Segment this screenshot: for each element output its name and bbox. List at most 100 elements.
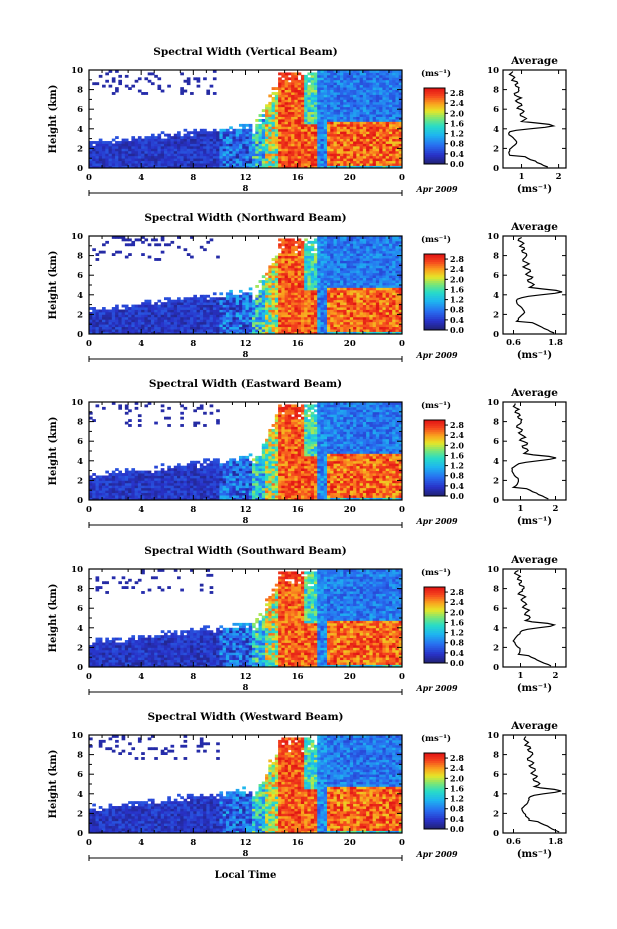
- heatmap-cell: [109, 158, 113, 161]
- heatmap-cell: [144, 156, 148, 159]
- heatmap-cell: [291, 285, 295, 288]
- heatmap-cell: [131, 148, 135, 151]
- heatmap-cell: [304, 268, 308, 271]
- heatmap-cell: [314, 109, 318, 112]
- heatmap-cell: [373, 119, 377, 122]
- heatmap-cell: [206, 329, 210, 332]
- heatmap-cell: [373, 92, 377, 95]
- heatmap-cell: [141, 241, 145, 244]
- heatmap-cell: [311, 158, 315, 161]
- heatmap-cell: [262, 153, 266, 156]
- heatmap-cell: [376, 141, 380, 144]
- heatmap-cell: [151, 134, 155, 137]
- heatmap-cell: [219, 324, 223, 327]
- heatmap-cell: [128, 317, 132, 320]
- heatmap-cell: [281, 80, 285, 83]
- heatmap-cell: [392, 312, 396, 315]
- heatmap-cell: [135, 238, 139, 241]
- heatmap-cell: [99, 146, 103, 149]
- heatmap-cell: [386, 273, 390, 276]
- heatmap-cell: [301, 129, 305, 132]
- heatmap-cell: [118, 151, 122, 154]
- heatmap-cell: [334, 85, 338, 88]
- heatmap-cell: [294, 77, 298, 80]
- heatmap-cell: [151, 310, 155, 313]
- heatmap-cell: [278, 144, 282, 147]
- heatmap-cell: [291, 243, 295, 246]
- heatmap-cell: [337, 322, 341, 325]
- heatmap-cell: [340, 161, 344, 164]
- heatmap-cell: [392, 109, 396, 112]
- heatmap-cell: [376, 146, 380, 149]
- heatmap-cell: [360, 102, 364, 105]
- heatmap-cell: [363, 287, 367, 290]
- heatmap-cell: [180, 144, 184, 147]
- heatmap-cell: [109, 141, 113, 144]
- heatmap-cell: [177, 139, 181, 142]
- heatmap-cell: [294, 107, 298, 110]
- heatmap-cell: [340, 290, 344, 293]
- heatmap-cell: [268, 158, 272, 161]
- heatmap-cell: [363, 92, 367, 95]
- heatmap-cell: [337, 139, 341, 142]
- heatmap-cell: [184, 134, 188, 137]
- heatmap-cell: [216, 312, 220, 315]
- heatmap-cell: [272, 285, 276, 288]
- heatmap-cell: [141, 144, 145, 147]
- heatmap-cell: [320, 109, 324, 112]
- heatmap-cell: [379, 278, 383, 281]
- heatmap-cell: [320, 104, 324, 107]
- heatmap-cell: [187, 136, 191, 139]
- heatmap-cell: [392, 314, 396, 317]
- heatmap-cell: [392, 161, 396, 164]
- heatmap-cell: [317, 121, 321, 124]
- heatmap-cell: [327, 117, 331, 120]
- heatmap-cell: [184, 139, 188, 142]
- heatmap-cell: [353, 107, 357, 110]
- heatmap-cell: [154, 302, 158, 305]
- heatmap-cell: [112, 144, 116, 147]
- heatmap-cell: [213, 302, 217, 305]
- heatmap-cell: [249, 302, 253, 305]
- heatmap-cell: [239, 124, 243, 127]
- heatmap-cell: [311, 295, 315, 298]
- heatmap-cell: [330, 148, 334, 151]
- heatmap-cell: [291, 305, 295, 308]
- heatmap-cell: [317, 107, 321, 110]
- heatmap-cell: [334, 126, 338, 129]
- heatmap-cell: [281, 151, 285, 154]
- heatmap-cell: [366, 307, 370, 310]
- heatmap-cell: [395, 285, 399, 288]
- heatmap-cell: [239, 153, 243, 156]
- heatmap-cell: [148, 139, 152, 142]
- heatmap-cell: [216, 139, 220, 142]
- heatmap-cell: [291, 256, 295, 259]
- heatmap-cell: [167, 305, 171, 308]
- heatmap-cell: [294, 270, 298, 273]
- heatmap-cell: [373, 161, 377, 164]
- heatmap-cell: [242, 124, 246, 127]
- heatmap-cell: [324, 265, 328, 268]
- heatmap-cell: [350, 141, 354, 144]
- heatmap-cell: [334, 287, 338, 290]
- heatmap-cell: [157, 322, 161, 325]
- heatmap-cell: [330, 134, 334, 137]
- heatmap-cell: [350, 146, 354, 149]
- heatmap-cell: [281, 253, 285, 256]
- heatmap-cell: [392, 258, 396, 261]
- heatmap-cell: [389, 102, 393, 105]
- heatmap-cell: [180, 158, 184, 161]
- heatmap-cell: [395, 270, 399, 273]
- heatmap-cell: [340, 246, 344, 249]
- heatmap-cell: [324, 146, 328, 149]
- heatmap-cell: [311, 300, 315, 303]
- heatmap-cell: [343, 322, 347, 325]
- heatmap-cell: [395, 117, 399, 120]
- heatmap-cell: [301, 305, 305, 308]
- heatmap-cell: [219, 292, 223, 295]
- heatmap-cell: [92, 319, 96, 322]
- heatmap-cell: [239, 136, 243, 139]
- heatmap-cell: [187, 163, 191, 166]
- heatmap-cell: [324, 329, 328, 332]
- heatmap-cell: [148, 256, 152, 259]
